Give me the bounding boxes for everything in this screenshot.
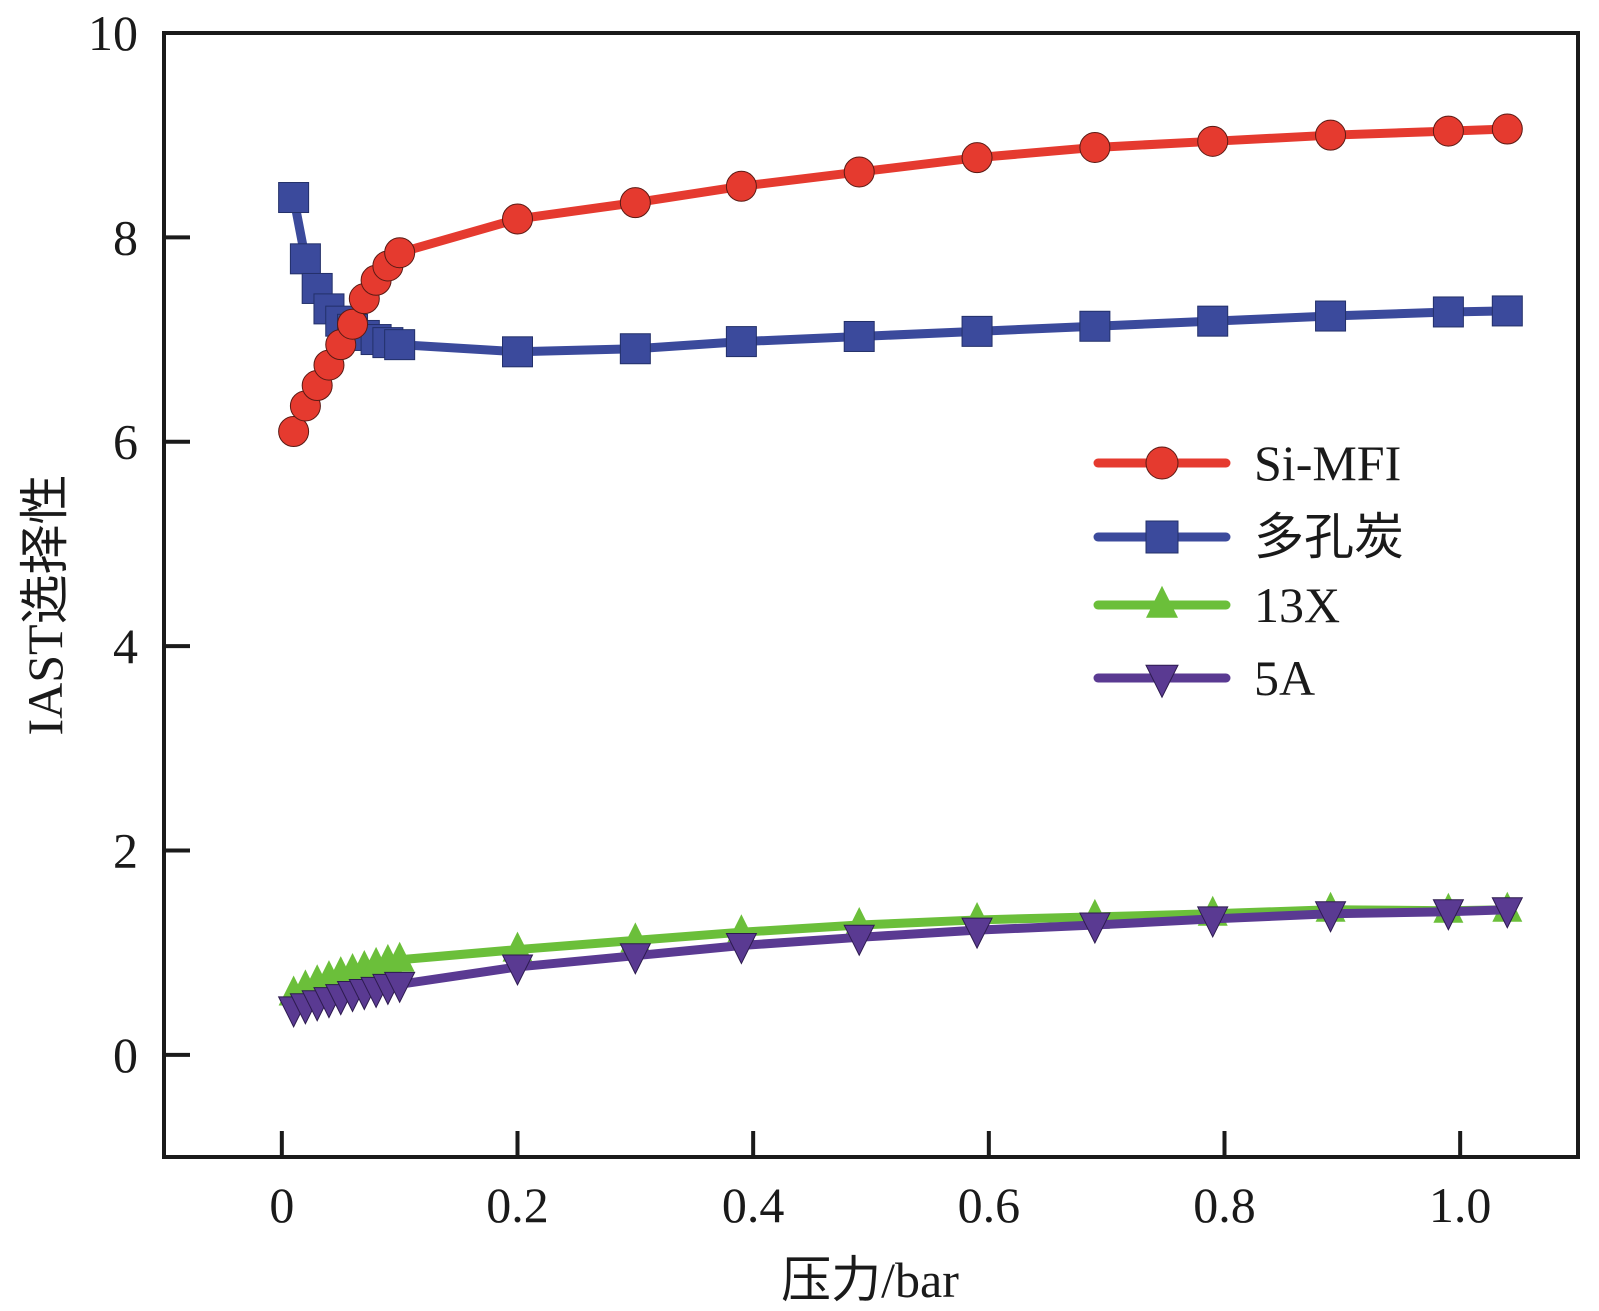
legend-label: Si-MFI — [1254, 435, 1401, 491]
triangle-down-marker — [1491, 897, 1524, 929]
square-marker — [961, 315, 993, 347]
circle-marker — [384, 237, 416, 269]
circle-marker — [843, 156, 875, 188]
circle-marker — [1145, 446, 1179, 480]
triangle-down-marker — [725, 932, 758, 965]
circle-marker — [619, 187, 651, 219]
triangle-down-marker — [501, 954, 534, 987]
triangle-down-marker — [1196, 906, 1229, 939]
legend-item: 5A — [1093, 650, 1315, 706]
triangle-down-marker — [1145, 664, 1179, 699]
triangle-up-marker — [502, 931, 533, 962]
legend-label: 13X — [1254, 577, 1340, 633]
y-tick-label: 6 — [113, 414, 138, 470]
x-tick-label: 0.6 — [958, 1177, 1021, 1233]
series-line — [289, 124, 1512, 437]
circle-marker — [278, 416, 310, 448]
square-marker — [843, 320, 875, 352]
y-axis-title: IAST选择性 — [17, 474, 73, 735]
circle-marker — [1491, 113, 1523, 145]
y-tick-label: 4 — [113, 618, 138, 674]
triangle-down-marker — [619, 943, 652, 975]
circle-marker — [725, 170, 757, 202]
ticks-layer: 0 0.2 0.4 0.6 0.8 1.0 0 2 4 6 8 10 — [88, 5, 1491, 1233]
triangle-down-marker — [1432, 899, 1465, 931]
circle-marker — [1315, 119, 1347, 151]
x-tick-label: 0.2 — [486, 1177, 549, 1233]
y-tick-label: 0 — [113, 1027, 138, 1083]
legend-label: 5A — [1254, 650, 1315, 706]
legend-item: 13X — [1093, 577, 1340, 633]
legend: Si-MFI 多孔炭 13X 5A — [1093, 435, 1404, 706]
circle-marker — [961, 142, 993, 174]
x-tick-label: 1.0 — [1429, 1177, 1492, 1233]
square-marker — [619, 333, 651, 365]
triangle-down-marker — [1314, 901, 1347, 933]
y-tick-label: 10 — [88, 5, 138, 61]
square-marker — [278, 182, 310, 214]
square-marker — [1315, 300, 1347, 332]
square-marker — [1197, 305, 1229, 337]
triangle-down-marker — [1079, 912, 1111, 945]
triangle-up-marker — [1146, 585, 1178, 618]
legend-item: 多孔炭 — [1093, 509, 1404, 565]
series-5A — [277, 897, 1524, 1028]
legend-item: Si-MFI — [1093, 435, 1401, 491]
triangle-up-marker — [384, 941, 415, 972]
plot-frame — [162, 31, 1580, 1159]
square-marker — [1432, 296, 1464, 328]
triangle-down-marker — [961, 917, 993, 950]
x-axis-title: 压力/bar — [781, 1252, 959, 1308]
y-tick-label: 8 — [113, 209, 138, 265]
square-marker — [502, 336, 533, 368]
square-marker — [1079, 310, 1111, 342]
series-多孔炭 — [278, 182, 1523, 368]
circle-marker — [1079, 131, 1111, 163]
triangle-down-marker — [843, 924, 876, 957]
x-tick-label: 0 — [269, 1177, 294, 1233]
square-marker — [289, 243, 321, 275]
x-tick-label: 0.4 — [722, 1177, 785, 1233]
triangle-down-marker — [383, 971, 416, 1004]
square-marker — [1491, 295, 1523, 327]
square-marker — [384, 329, 416, 361]
square-marker — [1145, 520, 1179, 554]
circle-marker — [1197, 125, 1229, 157]
circle-marker — [502, 203, 533, 235]
series-layer — [277, 113, 1524, 1028]
series-Si-MFI — [278, 113, 1523, 448]
legend-label: 多孔炭 — [1254, 509, 1404, 565]
circle-marker — [1432, 115, 1464, 147]
x-tick-label: 0.8 — [1193, 1177, 1256, 1233]
y-tick-label: 2 — [113, 822, 138, 878]
circle-marker — [337, 308, 369, 340]
square-marker — [725, 326, 757, 358]
